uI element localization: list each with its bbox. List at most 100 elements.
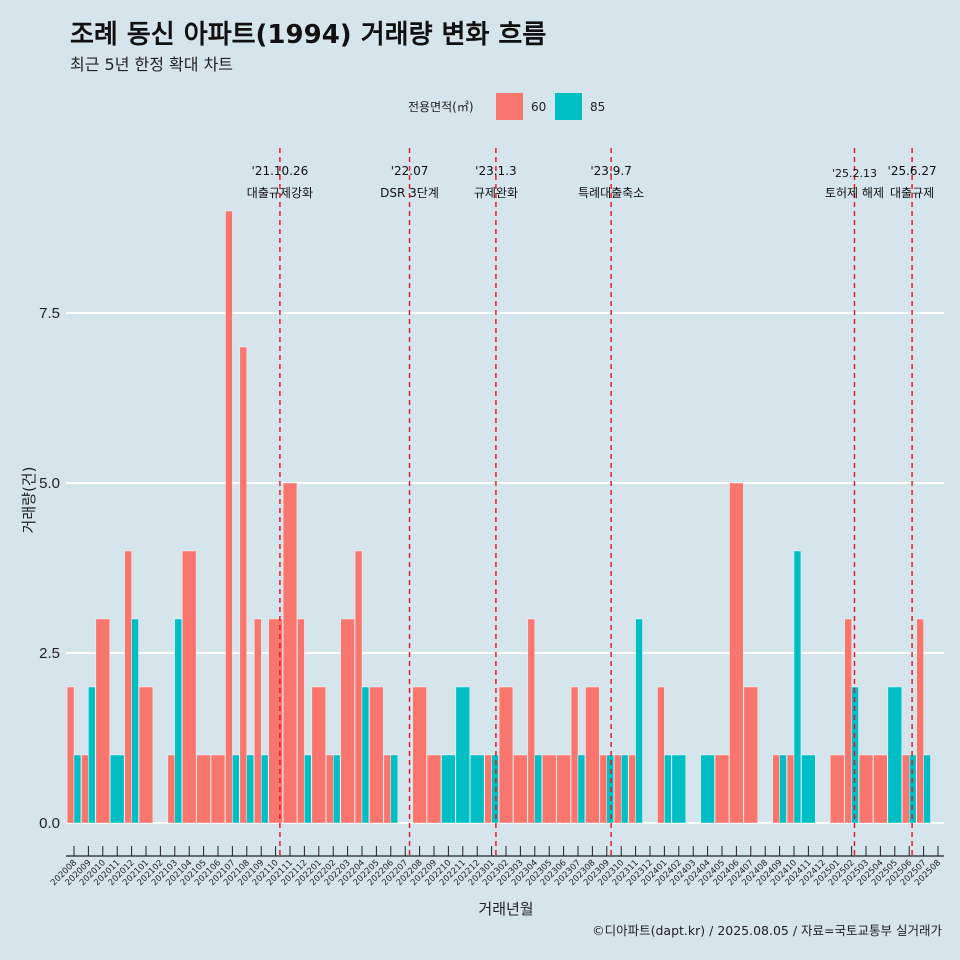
bar-60-202307: [570, 686, 579, 824]
bar-60-202303: [513, 754, 528, 824]
bar-60-202501: [830, 754, 845, 824]
bar-85-202008: [73, 754, 82, 824]
bar-85-202210: [441, 754, 456, 824]
bar-60-202107: [225, 210, 233, 824]
bar-60-202306: [556, 754, 571, 824]
bar-85-202012: [131, 618, 139, 824]
bar-60-202405: [714, 754, 730, 824]
y-tick-label: 7.5: [39, 305, 60, 322]
event-date: '21.10.26: [252, 164, 309, 178]
bar-60-202309: [599, 754, 608, 824]
legend-label-85: 85: [590, 100, 605, 114]
bar-60-202305: [542, 754, 557, 824]
event-date: '25.2.13: [832, 167, 877, 180]
bar-60-202012: [124, 550, 132, 824]
bar-60-202208: [412, 686, 427, 824]
bar-60-202009: [81, 754, 89, 824]
y-tick-label: 5.0: [39, 475, 60, 492]
bar-85-202401: [664, 754, 672, 824]
bar-60-202209: [426, 754, 442, 824]
event-date: '25.6.27: [888, 164, 937, 178]
bar-85-202310: [621, 754, 629, 824]
bar-85-202507: [923, 754, 931, 824]
event-label: 규제완화: [474, 186, 518, 200]
event-date: '22.07: [391, 164, 429, 178]
bar-60-202311: [628, 754, 636, 824]
event-markers: '21.10.26 대출규제강화 '22.07 DSR 3단계 '23.1.3 규제완화 '…: [247, 148, 937, 856]
legend: 전용면적(㎡) 60 85: [408, 93, 605, 120]
bar-60-202109: [254, 618, 262, 824]
bar-60-202110: [268, 618, 283, 824]
bar-85-202107: [232, 754, 240, 824]
bar-85-202212: [470, 754, 485, 824]
bar-60-202101: [138, 686, 154, 824]
event-label: 토허제 해제: [825, 186, 884, 200]
bar-60-202205: [369, 686, 384, 824]
bar-85-202411: [801, 754, 816, 824]
y-axis: 0.0 2.5 5.0 7.5: [39, 305, 60, 832]
bar-85-202404: [700, 754, 715, 824]
bar-60-202302: [498, 686, 514, 824]
bar-85-202009: [88, 686, 96, 824]
event-label: 대출규제강화: [247, 186, 313, 200]
bar-85-202409: [779, 754, 787, 824]
bar-85-202103: [174, 618, 182, 824]
bars: [66, 210, 931, 824]
bar-60-202103: [167, 754, 175, 824]
bar-60-202410: [786, 754, 795, 824]
bar-85-202206: [390, 754, 398, 824]
bar-85-202211: [455, 686, 470, 824]
bar-60-202304: [527, 618, 536, 824]
bar-60-202204: [354, 550, 363, 824]
bar-60-202105: [196, 754, 211, 824]
bar-85-202307: [577, 754, 586, 824]
bar-60-202201: [311, 686, 326, 824]
chart-subtitle: 최근 5년 한정 확대 차트: [70, 55, 233, 74]
bar-60-202503: [858, 754, 874, 824]
event-date: '23.1.3: [475, 164, 516, 178]
x-axis-title: 거래년월: [478, 900, 533, 918]
bar-60-202401: [657, 686, 665, 824]
bar-85-202301: [491, 754, 499, 824]
bar-85-202304: [534, 754, 542, 824]
caption: ©디아파트(dapt.kr) / 2025.08.05 / 자료=국토교통부 실…: [592, 923, 942, 938]
y-tick-label: 0.0: [39, 815, 60, 832]
bar-60-202506: [902, 754, 910, 824]
bar-60-202104: [182, 550, 197, 824]
legend-title: 전용면적(㎡): [408, 100, 474, 114]
bar-85-202410: [793, 550, 802, 824]
bar-60-202407: [743, 686, 758, 824]
legend-swatch-60: [496, 93, 523, 120]
bar-85-202309: [606, 754, 614, 824]
bar-85-202112: [304, 754, 312, 824]
bar-85-202109: [261, 754, 269, 824]
bar-60-202406: [729, 482, 744, 824]
bar-60-202112: [297, 618, 305, 824]
bar-60-202507: [916, 618, 924, 824]
bar-60-202202: [326, 754, 334, 824]
bar-60-202008: [66, 686, 75, 824]
y-tick-label: 2.5: [39, 645, 60, 662]
bar-60-202308: [585, 686, 600, 824]
bar-60-202502: [844, 618, 852, 824]
bar-85-202011: [110, 754, 125, 824]
bar-85-202204: [361, 686, 370, 824]
bar-60-202206: [383, 754, 392, 824]
bar-60-202504: [873, 754, 888, 824]
legend-label-60: 60: [531, 100, 546, 114]
bar-85-202108: [246, 754, 254, 824]
bar-60-202203: [340, 618, 355, 824]
event-label: DSR 3단계: [380, 186, 439, 200]
event-label: 대출규제: [890, 186, 934, 200]
bar-60-202310: [614, 754, 622, 824]
bar-85-202505: [887, 686, 902, 824]
bar-60-202010: [95, 618, 110, 824]
bar-60-202106: [210, 754, 226, 824]
bar-60-202111: [282, 482, 298, 824]
bar-60-202108: [239, 346, 247, 824]
y-axis-title: 거래량(건): [20, 467, 38, 534]
bar-85-202311: [635, 618, 643, 824]
bar-85-202202: [333, 754, 341, 824]
bar-60-202409: [772, 754, 780, 824]
